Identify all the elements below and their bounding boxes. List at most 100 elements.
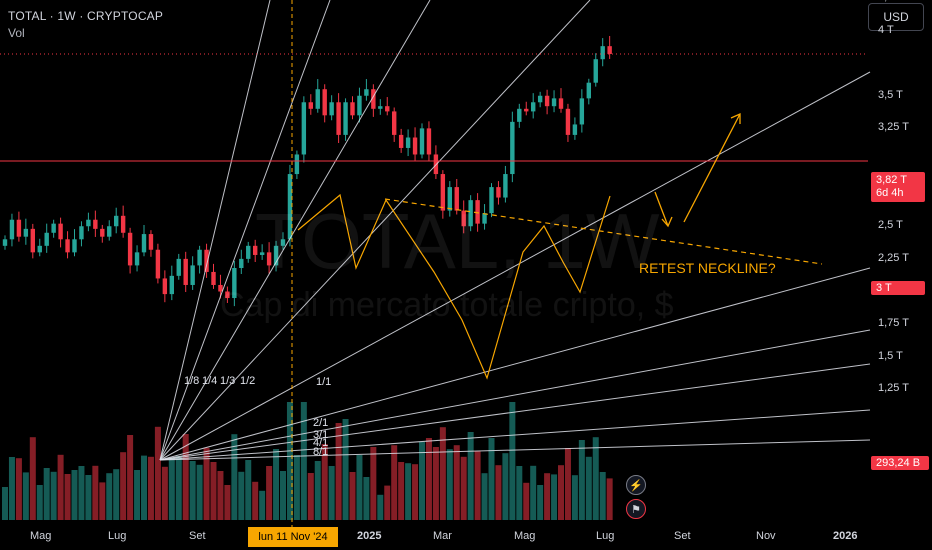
volume-bar — [29, 437, 36, 520]
volume-bar — [544, 473, 551, 520]
volume-bar — [22, 472, 29, 520]
candle-body — [565, 108, 571, 135]
candle-body — [148, 234, 154, 250]
bar-countdown: 6d 4h — [876, 187, 904, 199]
candle-body — [114, 215, 119, 227]
volume-bar — [106, 473, 113, 520]
gann-ratio-label: 2/1 — [313, 417, 328, 429]
x-tick-label: Lug — [108, 530, 127, 542]
y-tick-label: 3,5 T — [878, 88, 903, 101]
volume-bar — [99, 482, 106, 520]
candle-body — [572, 124, 578, 135]
candle-body — [308, 102, 313, 109]
volume-bar — [342, 419, 349, 520]
y-tick-label: 3,25 T — [878, 121, 909, 134]
volume-bar — [147, 456, 154, 520]
volume-bar — [50, 471, 57, 520]
candle-body — [524, 108, 529, 112]
candle-body — [100, 228, 105, 237]
candle-body — [294, 154, 300, 175]
gann-fan-line — [159, 363, 871, 461]
volume-bar — [412, 464, 419, 520]
candle-body — [329, 102, 334, 116]
gann-fan-line — [159, 409, 871, 461]
y-tick-label: 4 T — [878, 23, 894, 36]
candle-body — [280, 239, 286, 246]
candle-body — [315, 89, 320, 109]
candle-body — [468, 200, 473, 227]
candle-body — [273, 245, 279, 266]
candle-body — [58, 223, 63, 240]
candle-body — [225, 291, 230, 299]
volume-bar — [516, 466, 523, 520]
candle-body — [2, 239, 8, 246]
candle-body — [37, 245, 42, 253]
target-arrow — [683, 113, 741, 223]
candle-body — [461, 210, 466, 227]
annotation-retest-neckline[interactable]: RETEST NECKLINE? — [639, 260, 776, 276]
volume-bar — [474, 451, 481, 520]
candle-body — [489, 187, 494, 214]
candle-body — [134, 252, 140, 266]
volume-bar — [391, 445, 398, 520]
volume-bar — [335, 423, 342, 520]
candle-body — [218, 284, 223, 292]
volume-bar — [314, 461, 321, 520]
candle-body — [551, 98, 557, 107]
candle-body — [586, 82, 591, 99]
candle-body — [176, 258, 181, 276]
volume-bar — [168, 457, 175, 520]
currency-button[interactable]: USD — [868, 3, 924, 31]
x-tick-label: Mar — [433, 530, 452, 542]
symbol-title[interactable]: TOTAL · 1W · CRYPTOCAP — [8, 9, 164, 23]
gann-ratio-label: 1/2 — [240, 375, 255, 387]
volume-bar — [481, 473, 488, 520]
target-arrow-head — [730, 112, 741, 124]
candle-body — [419, 128, 425, 155]
lightning-icon[interactable]: ⚡ — [626, 475, 646, 495]
candle-body — [301, 102, 307, 155]
candle-body — [190, 265, 195, 285]
candle-body — [343, 102, 348, 135]
volume-bar — [321, 444, 328, 520]
candle-body — [246, 245, 251, 259]
volume-bar — [606, 478, 613, 520]
x-tick-label: Set — [189, 530, 206, 542]
candle-body — [531, 102, 536, 112]
volume-bar — [363, 477, 370, 520]
volume-bar — [349, 472, 356, 520]
volume-bar — [585, 456, 592, 520]
volume-bar — [384, 485, 391, 520]
volume-bar — [36, 485, 43, 520]
y-tick-label: 1,25 T — [878, 382, 909, 395]
volume-bar — [419, 442, 425, 520]
candle-body — [517, 108, 522, 122]
candle-body — [357, 95, 362, 116]
candle-body — [392, 111, 397, 135]
volume-bar — [453, 445, 460, 520]
candle-body — [162, 278, 168, 295]
volume-bar — [509, 402, 516, 520]
candle-body — [51, 223, 56, 233]
candle-body — [447, 187, 452, 211]
candle-body — [30, 228, 35, 253]
volume-bar — [120, 452, 127, 520]
volume-bar — [210, 462, 217, 520]
volume-bar — [564, 448, 571, 520]
volume-bar — [530, 465, 537, 520]
volume-bar — [425, 438, 432, 520]
volume-indicator-label[interactable]: Vol — [8, 26, 25, 40]
volume-bar — [161, 466, 168, 520]
volume-bar — [578, 440, 585, 520]
volume-bar — [523, 482, 530, 520]
volume-bar — [398, 462, 405, 520]
candle-body — [183, 258, 188, 285]
volume-bar — [446, 449, 453, 520]
volume-bar — [134, 470, 141, 520]
gann-ratio-label: 1/3 — [220, 375, 235, 387]
volume-bar — [293, 455, 300, 520]
candle-body — [336, 102, 341, 135]
volume-bar — [467, 432, 474, 520]
flag-us-icon[interactable]: ⚑ — [626, 499, 646, 519]
